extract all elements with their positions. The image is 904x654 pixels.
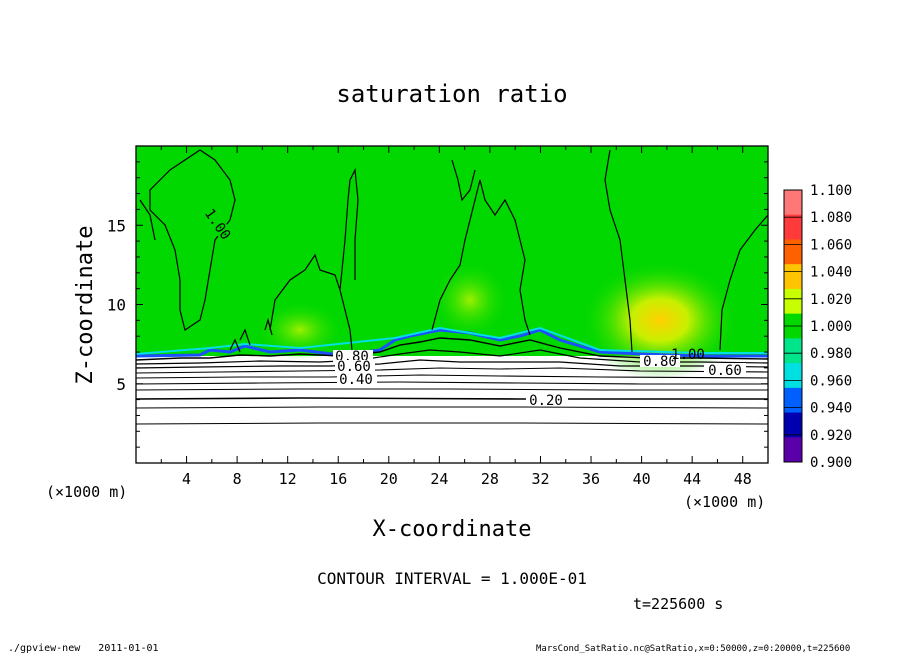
contour-label: 0.20	[529, 393, 563, 409]
x-tick-label: 40	[633, 470, 651, 488]
contour-interval: CONTOUR INTERVAL = 1.000E-01	[317, 569, 587, 588]
colorbar-label: 1.020	[810, 292, 852, 308]
x-axis: 4 8 12 16 20 24 28 32 36 40 44 48	[160, 146, 752, 488]
x-tick-label: 16	[329, 470, 347, 488]
y-axis-label: Z-coordinate	[73, 226, 98, 385]
contour-label: 0.40	[339, 372, 373, 388]
colorbar-swatch	[784, 363, 802, 389]
colorbar-swatch	[784, 338, 802, 364]
colorbar-label: 1.000	[810, 319, 852, 335]
cyan-edge	[136, 326, 768, 355]
chart-title: saturation ratio	[336, 80, 567, 108]
colorbar-swatch	[784, 190, 802, 216]
contour-label: 0.60	[337, 359, 371, 375]
y-tick-label: 5	[116, 375, 126, 394]
x-tick-label: 4	[182, 470, 191, 488]
colorbar-swatch	[784, 214, 802, 240]
contour-label: 1.00	[671, 347, 705, 363]
colorbar-label: 1.040	[810, 265, 852, 281]
footer-left: ./gpview-new 2011-01-01	[8, 643, 159, 654]
contours-lower	[136, 337, 768, 425]
y-axis: 5 10 15	[107, 161, 768, 448]
x-unit-left: (×1000 m)	[46, 483, 127, 501]
y-tick-label: 15	[107, 216, 126, 235]
x-unit-right: (×1000 m)	[684, 493, 765, 511]
colorbar-swatch	[784, 288, 802, 315]
x-tick-label: 48	[734, 470, 752, 488]
blue-edge	[136, 328, 768, 358]
colorbar-label: 1.080	[810, 210, 852, 226]
x-tick-label: 32	[531, 470, 549, 488]
colorbar-swatch	[784, 387, 802, 414]
x-tick-label: 20	[380, 470, 398, 488]
x-tick-label: 44	[683, 470, 701, 488]
contour-label: 0.80	[643, 354, 677, 370]
contour-label: 0.60	[708, 363, 742, 379]
colorbar-label: 0.980	[810, 346, 852, 362]
contour-labels: 1.00 0.80 0.60 0.40 0.20 0.80 1.00 0.60	[201, 206, 746, 409]
colorbar-label: 0.940	[810, 401, 852, 417]
colorbar-label: 0.900	[810, 455, 852, 471]
x-tick-label: 24	[430, 470, 448, 488]
colorbar-label: 1.100	[810, 183, 852, 199]
colorbar-swatch	[784, 437, 802, 463]
x-tick-label: 36	[582, 470, 600, 488]
x-tick-label: 28	[481, 470, 499, 488]
colorbar: 1.100 1.080 1.060 1.040 1.020 1.000 0.980 0.960…	[783, 183, 852, 471]
colorbar-label: 1.060	[810, 237, 852, 253]
y-tick-label: 10	[107, 296, 126, 315]
colorbar-swatch	[784, 264, 802, 290]
x-axis-label: X-coordinate	[373, 517, 532, 542]
contours-1.00	[139, 149, 768, 353]
colorbar-swatch	[784, 239, 802, 265]
colorbar-label: 0.960	[810, 373, 852, 389]
x-tick-label: 12	[279, 470, 297, 488]
footer-right: MarsCond_SatRatio.nc@SatRatio,x=0:50000,…	[536, 644, 850, 654]
plot-area: 1.00 0.80 0.60 0.40 0.20 0.80 1.00 0.60	[136, 146, 768, 463]
time-label: t=225600 s	[633, 595, 723, 613]
x-tick-label: 8	[233, 470, 242, 488]
colorbar-label: 0.920	[810, 428, 852, 444]
colorbar-swatch	[784, 412, 802, 438]
